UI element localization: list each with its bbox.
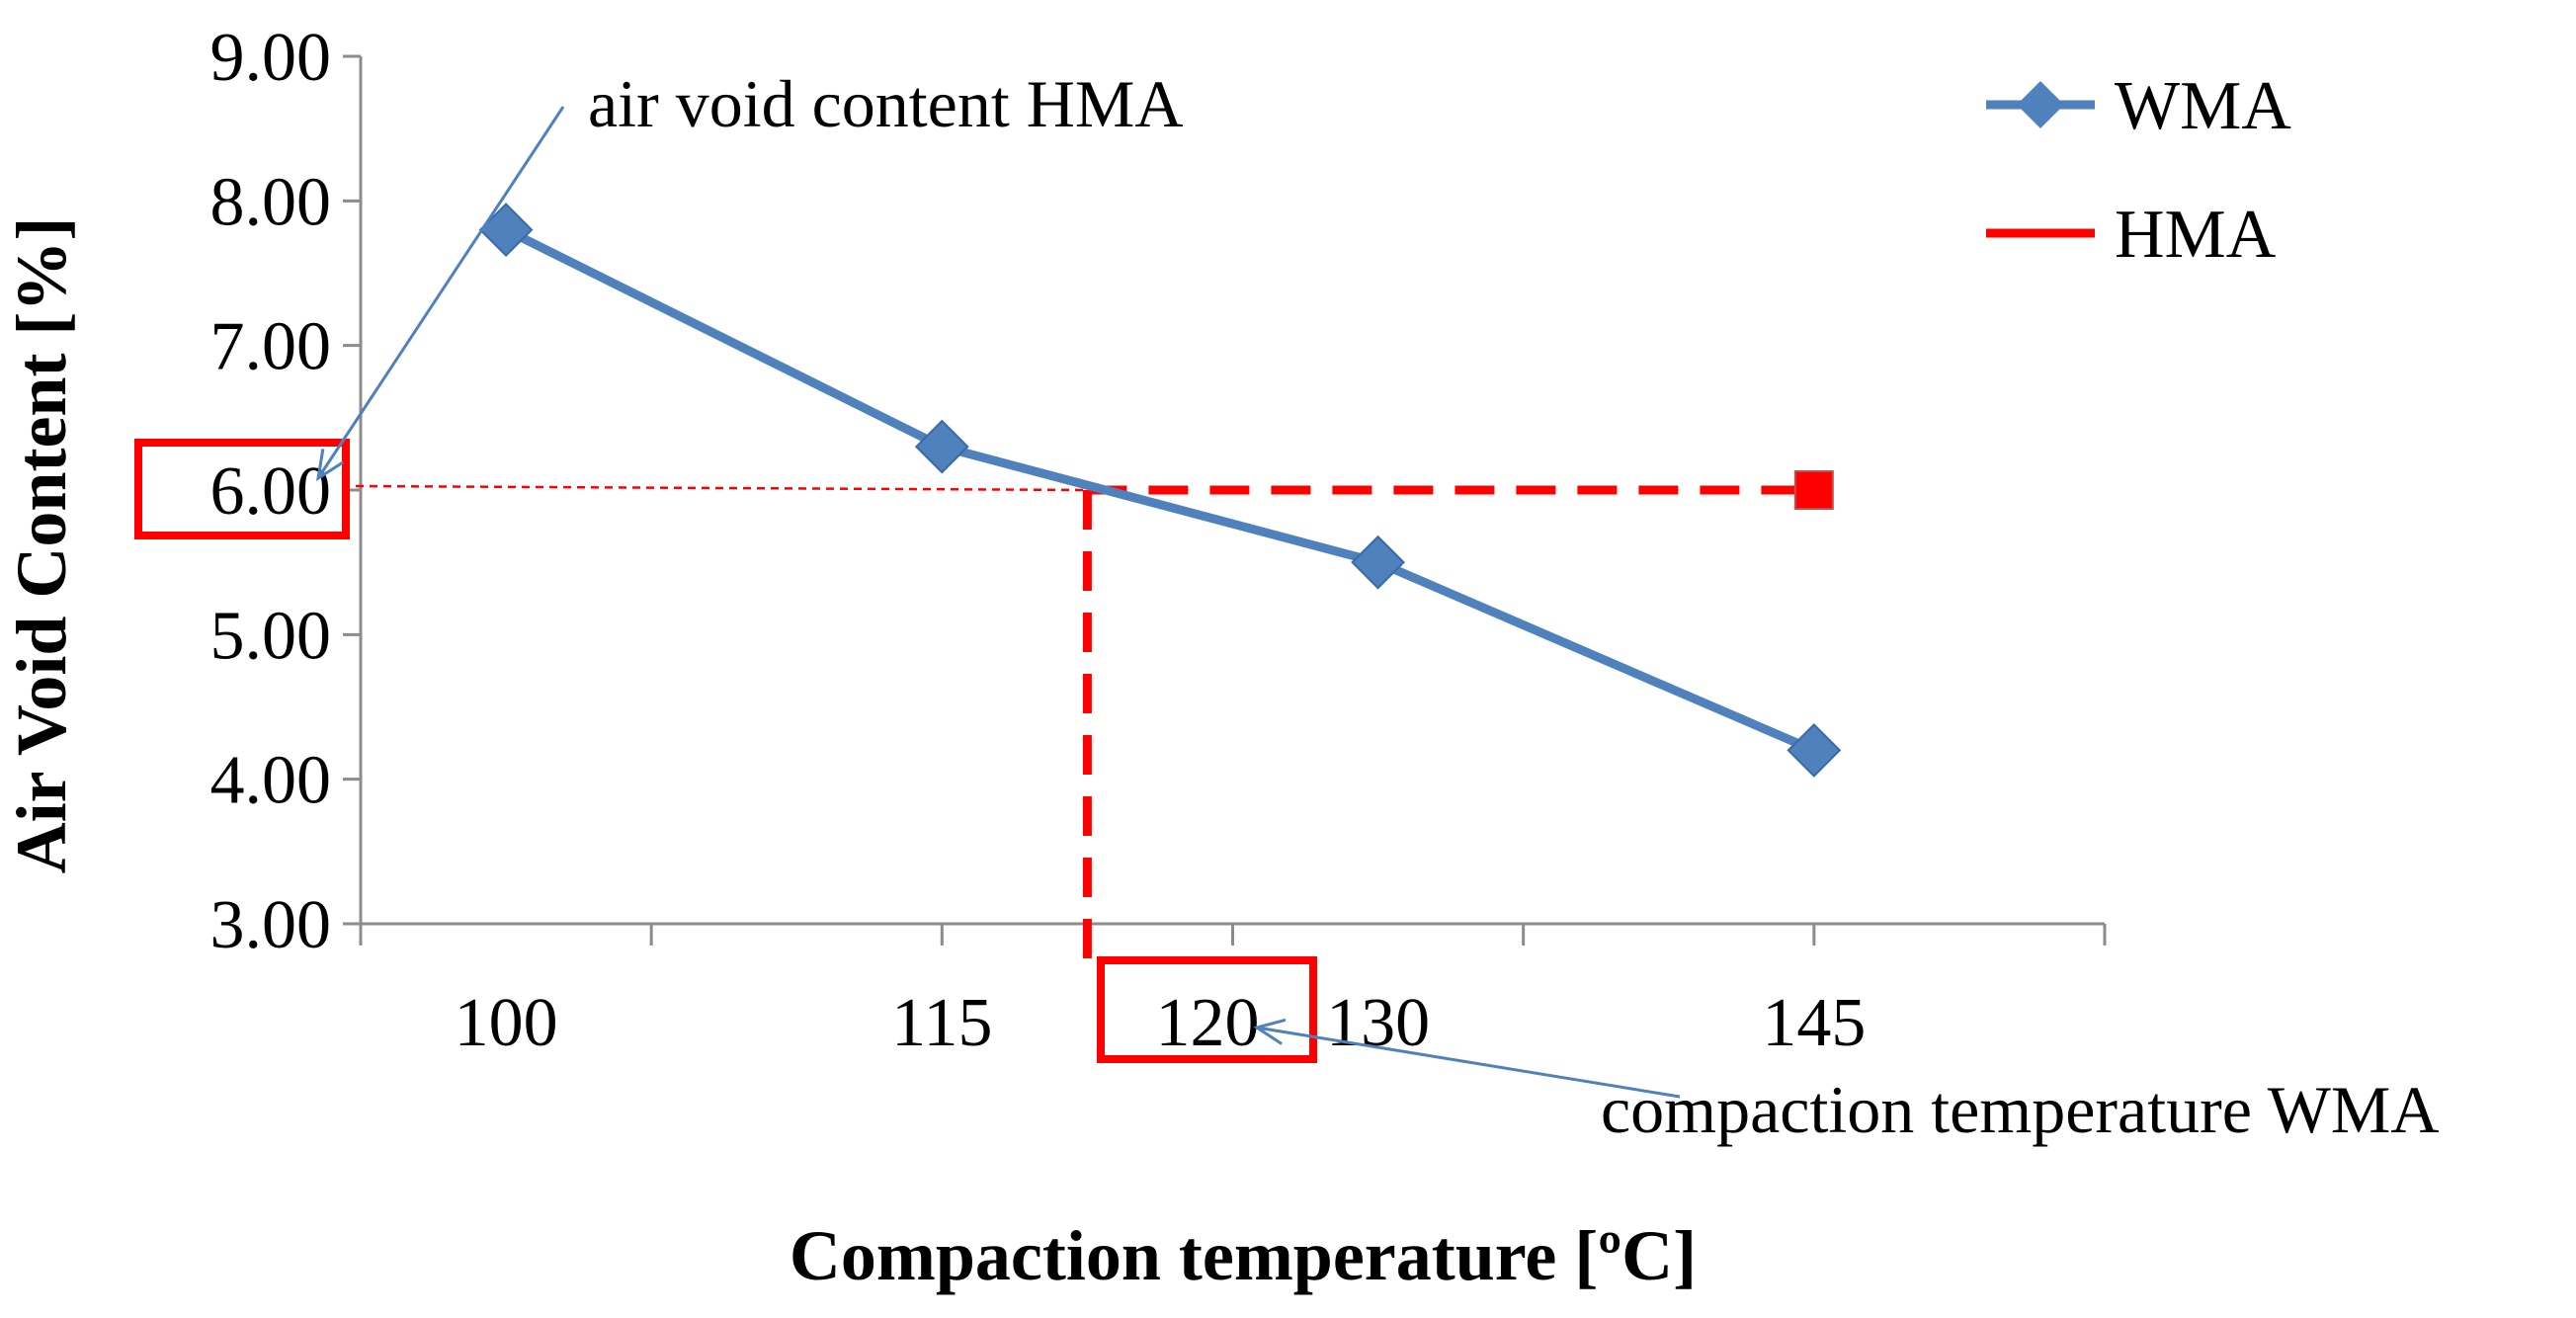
x-tick-label: 115 [891, 985, 992, 1061]
highlight-box-120 [1097, 956, 1317, 1063]
compaction-temperature-value: 120 [1156, 985, 1260, 1061]
highlight-box-6.00 [134, 439, 350, 539]
series-layer [478, 203, 1842, 778]
x-tick-label: 130 [1326, 985, 1430, 1061]
data-point-hma [1793, 470, 1834, 510]
legend-label-hma: HMA [2115, 197, 2277, 273]
annotations-layer: WMA HMA 120 air void content HMA compaction … [134, 66, 2439, 1147]
y-axis-title: Air Void Content [%] [2, 217, 81, 874]
legend-label-wma: WMA [2115, 68, 2291, 144]
air-void-annotation-label: air void content HMA [588, 66, 1183, 141]
series-line-wma [504, 225, 1816, 755]
data-point-wma [1351, 535, 1405, 590]
y-tick-label: 7.00 [210, 309, 332, 385]
y-tick-label: 3.00 [210, 887, 332, 963]
x-axis-title: Compaction temperature [ºC] [789, 1216, 1697, 1295]
y-tick-label: 9.00 [210, 20, 332, 96]
arrow-compaction-head [1253, 1018, 1287, 1045]
y-tick-label: 6.00 [210, 453, 332, 530]
hma-threshold-thin-line [355, 484, 1088, 492]
arrow-compaction-shaft [1256, 1026, 1681, 1099]
reference-lines-layer [355, 484, 1814, 966]
data-point-wma [914, 419, 969, 474]
y-tick-label: 4.00 [210, 743, 332, 819]
x-tick-label: 145 [1762, 985, 1866, 1061]
axes-layer: 3.00 4.00 5.00 6.00 7.00 8.00 9.00 100 115 130 145 [210, 20, 2107, 1061]
legend-marker-wma [2017, 81, 2064, 128]
x-tick-label: 100 [455, 985, 558, 1061]
data-point-wma [478, 203, 534, 258]
data-point-wma [1787, 722, 1842, 778]
arrow-air-void-head [315, 449, 345, 482]
compaction-annotation-label: compaction temperature WMA [1601, 1072, 2439, 1147]
y-tick-label: 5.00 [210, 598, 332, 674]
y-tick-label: 8.00 [210, 164, 332, 240]
arrow-air-void-shaft [316, 106, 565, 479]
